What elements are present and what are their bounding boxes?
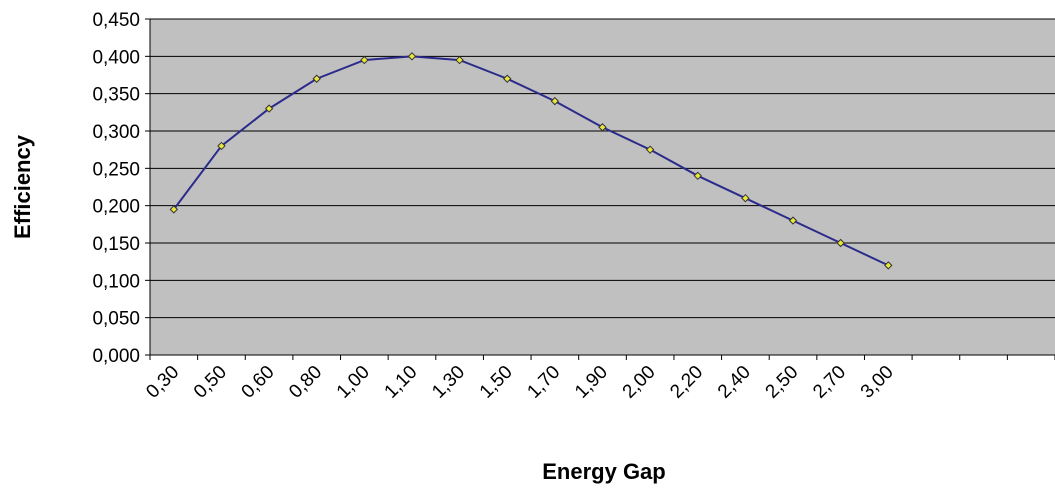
data-point bbox=[312, 74, 321, 83]
x-tick-label: 1,10 bbox=[381, 362, 422, 403]
y-tick-label: 0,450 bbox=[92, 10, 140, 31]
data-point bbox=[264, 104, 274, 113]
axes bbox=[145, 18, 1055, 360]
data-point bbox=[360, 55, 369, 65]
x-tick-label: 1,70 bbox=[523, 362, 564, 403]
series-group bbox=[169, 52, 893, 270]
x-tick-label: 2,50 bbox=[762, 362, 803, 403]
x-tick-label: 0,50 bbox=[190, 362, 231, 403]
x-tick-label: 1,00 bbox=[333, 362, 374, 403]
y-tick-label: 0,400 bbox=[92, 47, 140, 68]
data-point bbox=[455, 55, 464, 65]
x-tick-label: 2,00 bbox=[619, 362, 660, 403]
y-tick-labels: 0,000 0,050 0,100 0,150 0,200 0,250 0,300 0,350… bbox=[92, 10, 140, 367]
x-tick-label: 1,90 bbox=[571, 362, 612, 403]
plot-area bbox=[150, 19, 1055, 355]
y-tick-label: 0,000 bbox=[92, 346, 140, 367]
data-point bbox=[550, 96, 560, 106]
x-tick-label: 1,30 bbox=[428, 362, 469, 403]
y-axis-title: Efficiency bbox=[10, 134, 35, 239]
x-axis-title: Energy Gap bbox=[542, 459, 665, 484]
data-point bbox=[693, 171, 702, 181]
y-tick-label: 0,300 bbox=[92, 122, 140, 143]
data-point bbox=[645, 145, 655, 154]
data-point bbox=[217, 141, 226, 151]
x-tick-labels: 0,30 0,50 0,60 0,80 1,00 1,10 1,30 1,50 1,70 1,90… bbox=[142, 362, 897, 403]
data-point bbox=[503, 74, 512, 83]
y-tick-label: 0,150 bbox=[92, 234, 140, 255]
data-point bbox=[598, 123, 607, 132]
x-tick-label: 0,30 bbox=[142, 362, 183, 403]
y-tick-label: 0,350 bbox=[92, 85, 140, 106]
data-point bbox=[741, 193, 750, 203]
data-point bbox=[788, 216, 798, 225]
data-point bbox=[169, 205, 179, 214]
series-line bbox=[173, 55, 889, 267]
data-point bbox=[836, 238, 845, 248]
x-tick-label: 2,40 bbox=[714, 362, 755, 403]
data-point bbox=[884, 261, 893, 270]
x-tick-label: 3,00 bbox=[857, 362, 898, 403]
x-tick-label: 2,70 bbox=[809, 362, 850, 403]
x-tick-label: 0,80 bbox=[285, 362, 326, 403]
data-point bbox=[407, 52, 417, 61]
y-tick-label: 0,250 bbox=[92, 159, 140, 180]
y-tick-label: 0,050 bbox=[92, 309, 140, 330]
x-tick-label: 0,60 bbox=[238, 362, 279, 403]
x-tick-label: 1,50 bbox=[476, 362, 517, 403]
x-tick-label: 2,20 bbox=[666, 362, 707, 403]
y-tick-label: 0,200 bbox=[92, 197, 140, 218]
y-tick-label: 0,100 bbox=[92, 271, 140, 292]
